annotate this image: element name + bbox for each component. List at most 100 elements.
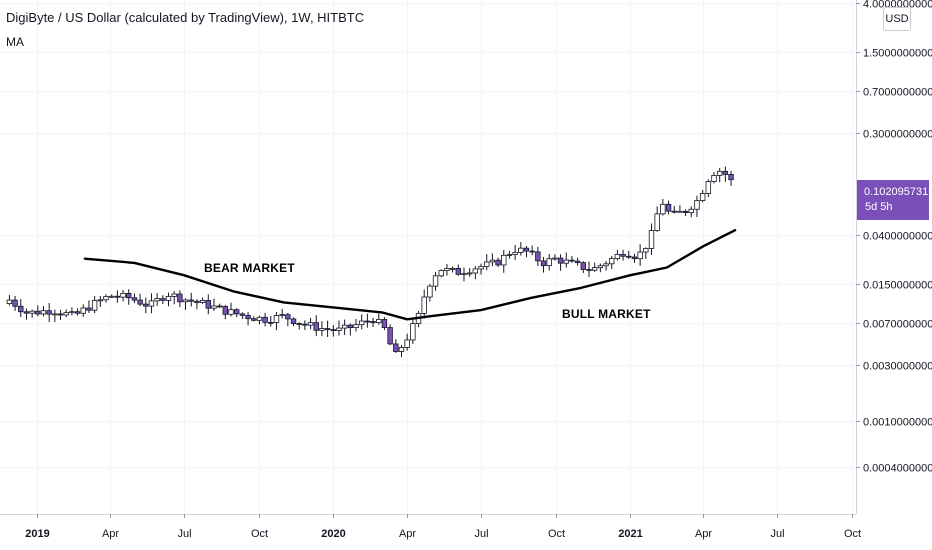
candle-body [347, 324, 354, 329]
candle-down [290, 317, 297, 327]
candle-body [23, 311, 30, 314]
candle-body [80, 307, 86, 314]
candle-body [512, 252, 518, 255]
candle-body [381, 319, 388, 328]
x-tick-label: 2021 [618, 528, 642, 540]
candle-body [552, 257, 558, 260]
candle-body [506, 254, 513, 256]
candle-body [103, 296, 109, 301]
x-axis[interactable]: 2019 Apr Jul Oct 2020 Apr Jul Oct 2021 Apr Jul Oct [25, 514, 861, 540]
bar-countdown: 5d 5h [865, 201, 893, 213]
candle-down [251, 316, 257, 322]
candle-body [722, 170, 729, 175]
x-tick-label: Apr [695, 528, 712, 540]
candle-up [711, 171, 717, 184]
candle-body [682, 210, 689, 214]
candle-down [86, 300, 92, 314]
candle-body [557, 257, 564, 264]
candle-body [376, 319, 382, 323]
candle-up [336, 320, 342, 336]
candle-up [472, 266, 479, 280]
candle-up [353, 318, 359, 332]
candle-body [108, 295, 115, 298]
candle-body [359, 320, 365, 326]
candle-down [177, 290, 183, 308]
candle-down [313, 315, 319, 337]
candle-body [586, 269, 592, 271]
candle-up [165, 292, 172, 307]
candle-body [501, 254, 507, 266]
candle-down [381, 317, 388, 331]
annotation-bull-market: BULL MARKET [562, 307, 651, 321]
candle-body [302, 323, 308, 326]
candle-body [438, 270, 444, 277]
x-tick-label: Apr [399, 528, 416, 540]
candle-down [569, 255, 575, 263]
plot-area[interactable] [0, 0, 856, 514]
candle-body [256, 316, 263, 321]
candle-down [18, 298, 24, 317]
candle-up [319, 321, 325, 337]
candle-down [523, 246, 530, 258]
candle-body [518, 247, 524, 253]
candle-body [63, 312, 69, 316]
candle-body [97, 299, 104, 302]
candle-body [216, 305, 223, 308]
candle-down [330, 325, 336, 337]
candle-body [29, 310, 35, 314]
candle-down [671, 205, 677, 214]
candle-down [194, 299, 200, 310]
candle-body [603, 263, 609, 267]
candle-body [290, 318, 297, 324]
candle-body [523, 247, 530, 252]
y-tick-label: 0.0400000000 [863, 231, 932, 243]
candle-body [393, 343, 399, 352]
x-tick-label: Jul [177, 528, 191, 540]
candle-body [160, 298, 166, 301]
candle-down [574, 257, 581, 266]
candle-up [63, 309, 69, 318]
candle-down [12, 295, 18, 311]
candle-body [569, 259, 575, 262]
candle-up [512, 244, 518, 260]
candle-down [631, 253, 638, 263]
y-tick-label: 0.0070000000 [863, 319, 932, 331]
candle-up [654, 206, 660, 232]
y-axis[interactable]: 4.0000000000 1.5000000000 0.7000000000 0.30… [856, 0, 932, 475]
candle-up [154, 292, 160, 306]
candle-up [603, 260, 609, 271]
candle-down [370, 317, 376, 328]
candle-up [438, 269, 444, 278]
candle-down [216, 303, 223, 308]
candle-down [626, 250, 632, 259]
indicator-label[interactable]: MA [6, 35, 24, 49]
candle-down [364, 313, 371, 328]
candle-body [535, 251, 541, 262]
candle-up [449, 266, 456, 273]
candle-up [91, 296, 98, 314]
candle-body [279, 314, 285, 317]
candle-body [626, 255, 632, 258]
candle-up [489, 253, 496, 266]
candle-body [484, 261, 490, 267]
candle-up [478, 263, 484, 275]
candle-up [660, 198, 666, 216]
candle-body [574, 260, 581, 264]
moving-average [83, 229, 737, 321]
y-tick-label: 0.0004000000 [863, 463, 932, 475]
candle-down [46, 302, 52, 323]
candle-down [580, 261, 587, 274]
candle-body [131, 297, 138, 301]
candle-up [80, 304, 86, 317]
currency-button[interactable]: USD [883, 7, 911, 31]
candle-up [546, 253, 552, 271]
candle-body [319, 328, 325, 331]
candle-up [705, 179, 712, 197]
candle-body [421, 296, 427, 314]
candle-body [313, 322, 319, 331]
candle-up [398, 344, 405, 358]
candle-body [620, 253, 626, 257]
candle-body [273, 315, 280, 323]
candle-down [347, 323, 354, 336]
